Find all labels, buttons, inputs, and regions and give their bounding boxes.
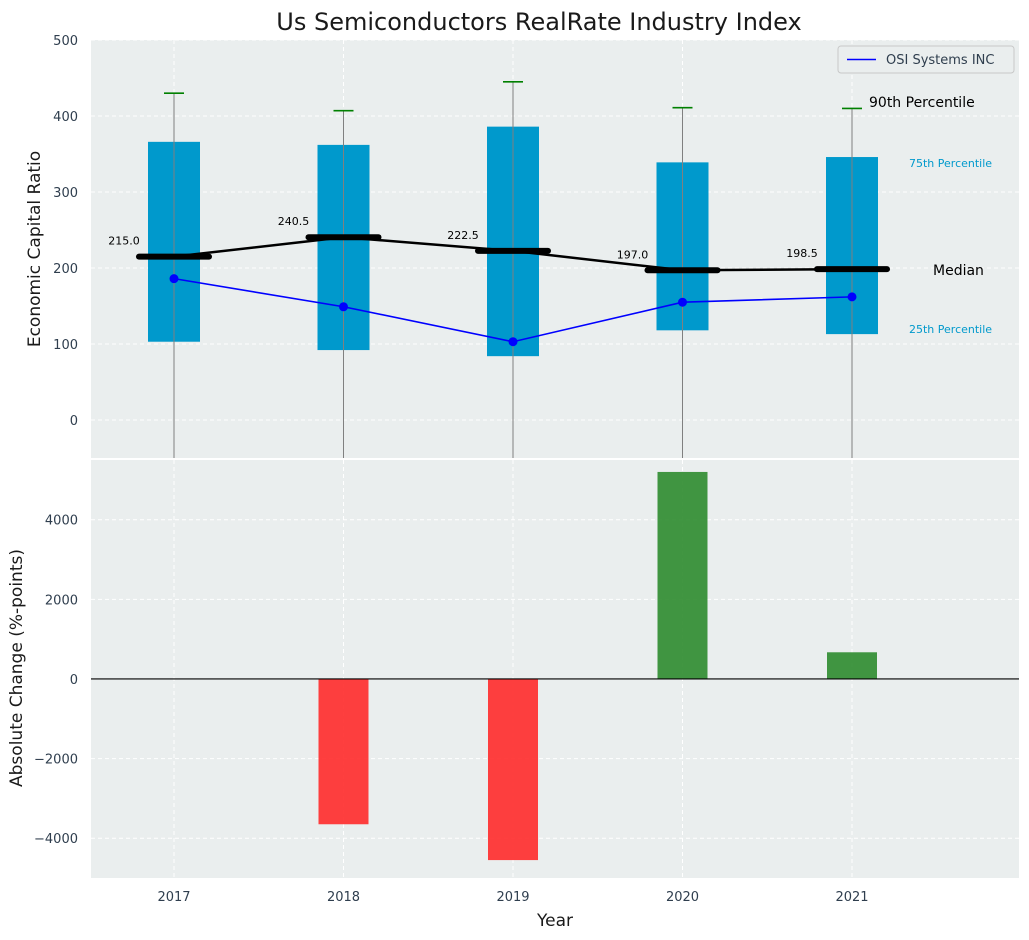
- x-tick-label-2017: 2017: [157, 890, 190, 905]
- company-point-2018: [339, 302, 348, 312]
- bottom-marks: [91, 471, 1019, 861]
- x-axis-title: Year: [536, 911, 573, 931]
- median-value-label-2020: 197.0: [617, 248, 649, 261]
- bottom-y-tick-label: −4000: [34, 832, 78, 847]
- top-y-tick-label: 300: [53, 186, 78, 201]
- company-point-2019: [508, 337, 518, 347]
- company-point-2017: [169, 274, 179, 284]
- median-value-label-2019: 222.5: [447, 229, 479, 242]
- bottom-y-tick-label: 0: [70, 673, 78, 688]
- top-y-tick-label: 500: [53, 34, 78, 49]
- top-panel: 0 100 200 300 400 500 215.0 240.5 222.5 197.0 198…: [25, 34, 1019, 458]
- top-y-ticks: 0 100 200 300 400 500: [53, 34, 78, 429]
- bottom-panel: −4000 −2000 0 2000 4000 Absolute Change (%-p…: [7, 460, 1019, 878]
- legend-box: [837, 45, 1015, 74]
- change-bar-2018: [318, 678, 369, 825]
- legend-company-label: OSI Systems INC: [886, 53, 994, 68]
- x-tick-label-2019: 2019: [496, 890, 529, 905]
- bottom-y-tick-label: −2000: [34, 753, 78, 768]
- x-tick-label-2018: 2018: [327, 890, 360, 905]
- top-y-tick-label: 200: [53, 262, 78, 277]
- bottom-plot-background: [91, 460, 1019, 878]
- median-value-label-2018: 240.5: [278, 215, 310, 228]
- top-y-tick-label: 0: [70, 414, 78, 429]
- bottom-y-axis-title: Absolute Change (%-points): [7, 549, 27, 787]
- change-bar-2020: [657, 471, 708, 679]
- top-y-tick-label: 400: [53, 110, 78, 125]
- top-y-tick-label: 100: [53, 338, 78, 353]
- x-tick-label-2020: 2020: [666, 890, 699, 905]
- x-axis-ticks: 2017 2018 2019 2020 2021: [157, 890, 868, 905]
- top-marks: 215.0 240.5 222.5 197.0 198.5: [108, 81, 890, 458]
- bottom-y-tick-label: 4000: [45, 514, 78, 529]
- top-y-axis-title: Economic Capital Ratio: [25, 151, 45, 347]
- p90-annotation: 90th Percentile: [869, 95, 975, 111]
- p25-annotation: 25th Percentile: [909, 323, 992, 336]
- bottom-y-tick-label: 2000: [45, 593, 78, 608]
- p75-annotation: 75th Percentile: [909, 157, 992, 170]
- top-grid: [91, 39, 1019, 458]
- median-value-label-2017: 215.0: [108, 235, 140, 248]
- chart-title: Us Semiconductors RealRate Industry Inde…: [276, 8, 801, 36]
- change-bar-2021: [827, 652, 877, 679]
- median-annotation: Median: [933, 263, 984, 279]
- median-value-label-2021: 198.5: [786, 247, 818, 260]
- x-tick-label-2021: 2021: [835, 890, 868, 905]
- legend[interactable]: OSI Systems INC: [837, 45, 1015, 74]
- bottom-y-ticks: −4000 −2000 0 2000 4000: [34, 514, 78, 847]
- company-point-2021: [847, 292, 857, 302]
- change-bar-2019: [488, 678, 538, 861]
- company-point-2020: [678, 297, 687, 307]
